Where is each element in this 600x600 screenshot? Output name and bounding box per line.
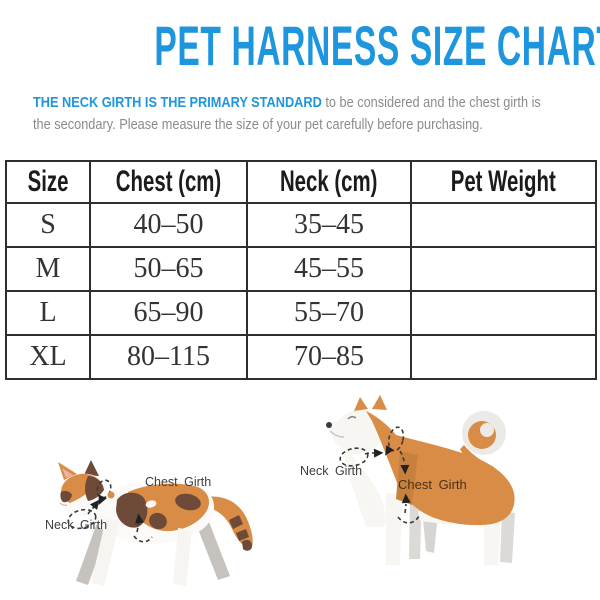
size-table: Size Chest (cm) Neck (cm) Pet Weight S 4… [5,160,597,380]
cell-size: S [5,202,91,248]
dog-belly-arrow-icon [401,493,411,504]
dog-neck-girth-loop [339,447,384,467]
cell-chest: 50–65 [89,246,248,292]
intro-line1-rest: to be considered and the chest girth is [321,94,541,111]
header-neck: Neck (cm) [246,160,412,204]
size-table-header-row: Size Chest (cm) Neck (cm) Pet Weight [5,160,597,204]
cell-weight [410,290,597,336]
cat-belly-arrow-icon [135,513,145,524]
header-size: Size [5,160,91,204]
intro-highlight: THE NECK GIRTH IS THE PRIMARY STANDARD [33,94,322,111]
table-row: L 65–90 55–70 [5,290,597,336]
dog-harness-band [396,451,418,505]
intro-paragraph: THE NECK GIRTH IS THE PRIMARY STANDARD t… [33,92,541,136]
cat-harness-clasp [107,491,115,499]
cat-rump-patch [175,493,201,511]
dog-chest-girth-label: Chest Girth [398,477,467,492]
dog-white-body [326,409,501,566]
cat-belly-patch [149,512,167,530]
table-row: M 50–65 45–55 [5,246,597,292]
dog-far-hind-leg [500,511,515,563]
dog-withers-arrow-icon [385,445,394,456]
cell-chest: 80–115 [89,334,248,380]
cat-near-hind-leg [173,528,192,586]
dog-neck-girth-label: Neck Girth [300,464,363,478]
cat-withers-arrow-icon [98,494,107,505]
cell-neck: 35–45 [246,202,412,248]
cell-weight [410,334,597,380]
cell-chest: 40–50 [89,202,248,248]
intro-line-1: THE NECK GIRTH IS THE PRIMARY STANDARD t… [33,92,541,114]
cell-weight [410,246,597,292]
cell-neck: 45–55 [246,246,412,292]
dog-neck-arrow-icon [373,448,384,458]
cat-tail [196,496,253,551]
dog-illustration [326,395,515,566]
intro-line-2: the secondary. Please measure the size o… [33,116,483,133]
cat-far-front-leg [76,520,110,585]
page-title: PET HARNESS SIZE CHART [154,14,600,77]
cat-far-hind-leg [196,522,230,580]
dog-eye [347,415,357,420]
cat-white-spot [145,500,157,508]
cell-chest: 65–90 [89,290,248,336]
dog-nose [326,422,332,428]
header-chest: Chest (cm) [89,160,248,204]
cat-neck-girth-loop [67,499,100,530]
cell-size: XL [5,334,91,380]
cat-chest-girth-label: Chest Girth [145,475,212,489]
cell-weight [410,202,597,248]
page-title-wrap: PET HARNESS SIZE CHART [0,16,600,76]
cell-size: M [5,246,91,292]
cat-illustration [58,460,253,586]
cat-neck-arrow-icon [89,499,100,510]
cat-near-front-leg [91,518,120,586]
dog-mid-arrow-icon [400,464,410,475]
header-weight: Pet Weight [410,160,597,204]
cell-neck: 70–85 [246,334,412,380]
table-row: S 40–50 35–45 [5,202,597,248]
table-row: XL 80–115 70–85 [5,334,597,380]
cell-size: L [5,290,91,336]
cat-neck-girth-label: Neck Girth [45,518,108,532]
cell-neck: 55–70 [246,290,412,336]
dog-chest-girth-loop [385,426,420,524]
cat-head [58,460,107,517]
cat-chest-girth-loop [96,479,153,543]
